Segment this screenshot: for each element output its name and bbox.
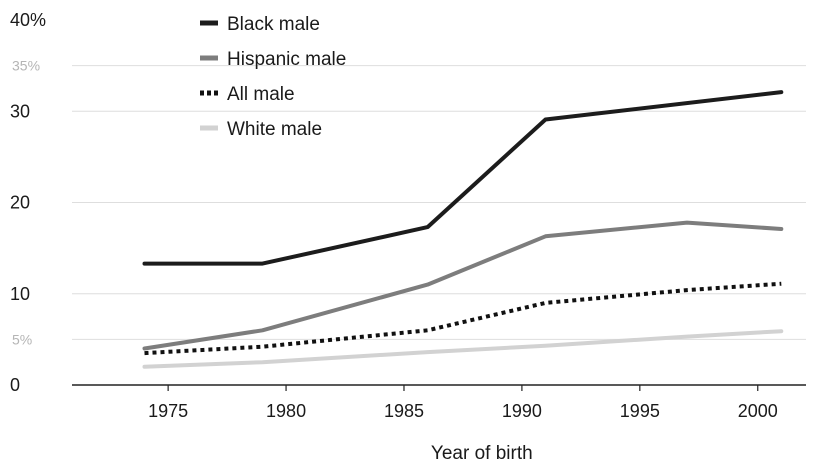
series-lines [142, 90, 784, 369]
y-tick-label: 20 [10, 193, 30, 213]
legend-label: Hispanic male [227, 49, 346, 70]
legend-label: All male [227, 84, 295, 105]
x-tick-label: 1995 [620, 401, 660, 421]
y-tick-label: 40% [10, 10, 46, 30]
y-tick-label: 10 [10, 284, 30, 304]
y-tick-label: 35% [12, 58, 40, 74]
series-line-black-male [142, 90, 784, 266]
y-tick-label: 30 [10, 101, 30, 121]
gridlines [72, 65, 806, 340]
y-axis-ticks: 0 5% 10 20 30 35% 40% [10, 10, 46, 395]
y-tick-label: 5% [12, 331, 32, 347]
legend-label: Black male [227, 14, 320, 35]
x-axis-ticks: 1975 1980 1985 1990 1995 2000 [148, 385, 778, 421]
legend-label: White male [227, 119, 322, 140]
series-line-hispanic-male [142, 220, 784, 351]
x-tick-label: 1985 [384, 401, 424, 421]
x-axis-label: Year of birth [431, 443, 533, 464]
y-tick-label: 0 [10, 375, 20, 395]
legend: Black male Hispanic male All male White mal… [200, 14, 346, 140]
series-line-white-male [142, 329, 784, 369]
x-tick-label: 2000 [738, 401, 778, 421]
x-tick-label: 1980 [266, 401, 306, 421]
x-tick-label: 1990 [502, 401, 542, 421]
x-tick-label: 1975 [148, 401, 188, 421]
series-line-all-male [144, 281, 782, 356]
